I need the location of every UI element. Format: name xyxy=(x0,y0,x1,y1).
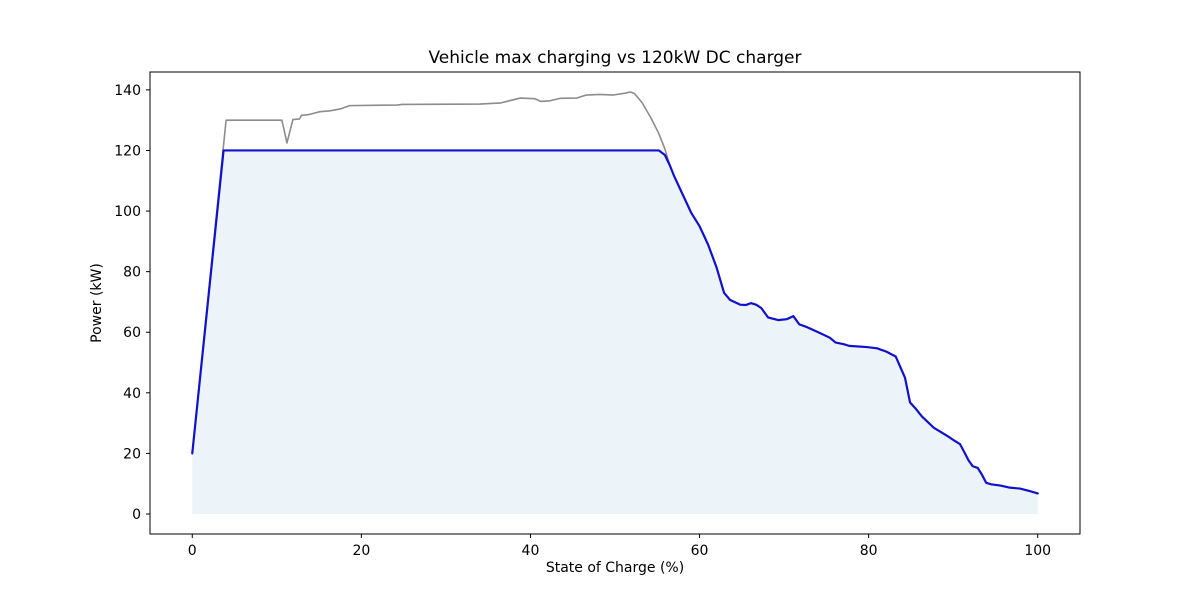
x-tick-label: 100 xyxy=(1024,543,1051,559)
x-tick-label: 60 xyxy=(691,543,709,559)
y-tick-label: 40 xyxy=(123,386,141,402)
chart-title: Vehicle max charging vs 120kW DC charger xyxy=(428,48,801,68)
x-axis-label: State of Charge (%) xyxy=(546,560,684,576)
x-tick-label: 40 xyxy=(522,543,540,559)
x-tick-label: 0 xyxy=(188,543,197,559)
y-axis-label: Power (kW) xyxy=(89,263,105,343)
plot-border xyxy=(149,71,1081,535)
y-tick-label: 60 xyxy=(123,325,141,341)
y-tick-label: 80 xyxy=(123,265,141,281)
y-tick-label: 20 xyxy=(123,446,141,462)
x-tick-label: 80 xyxy=(860,543,878,559)
chart-dynamic-layer: 0 20 40 60 80 100 0 20 40 60 80 100 120 140 xyxy=(114,71,1081,559)
delivered-power-fill xyxy=(192,150,1038,515)
y-tick-label: 120 xyxy=(114,143,141,159)
y-tick-label: 0 xyxy=(132,507,141,523)
delivered-power-120kW-cap-line xyxy=(191,149,1039,495)
x-tick-label: 20 xyxy=(352,543,370,559)
y-tick-label: 100 xyxy=(114,204,141,220)
y-tick-label: 140 xyxy=(114,83,141,99)
